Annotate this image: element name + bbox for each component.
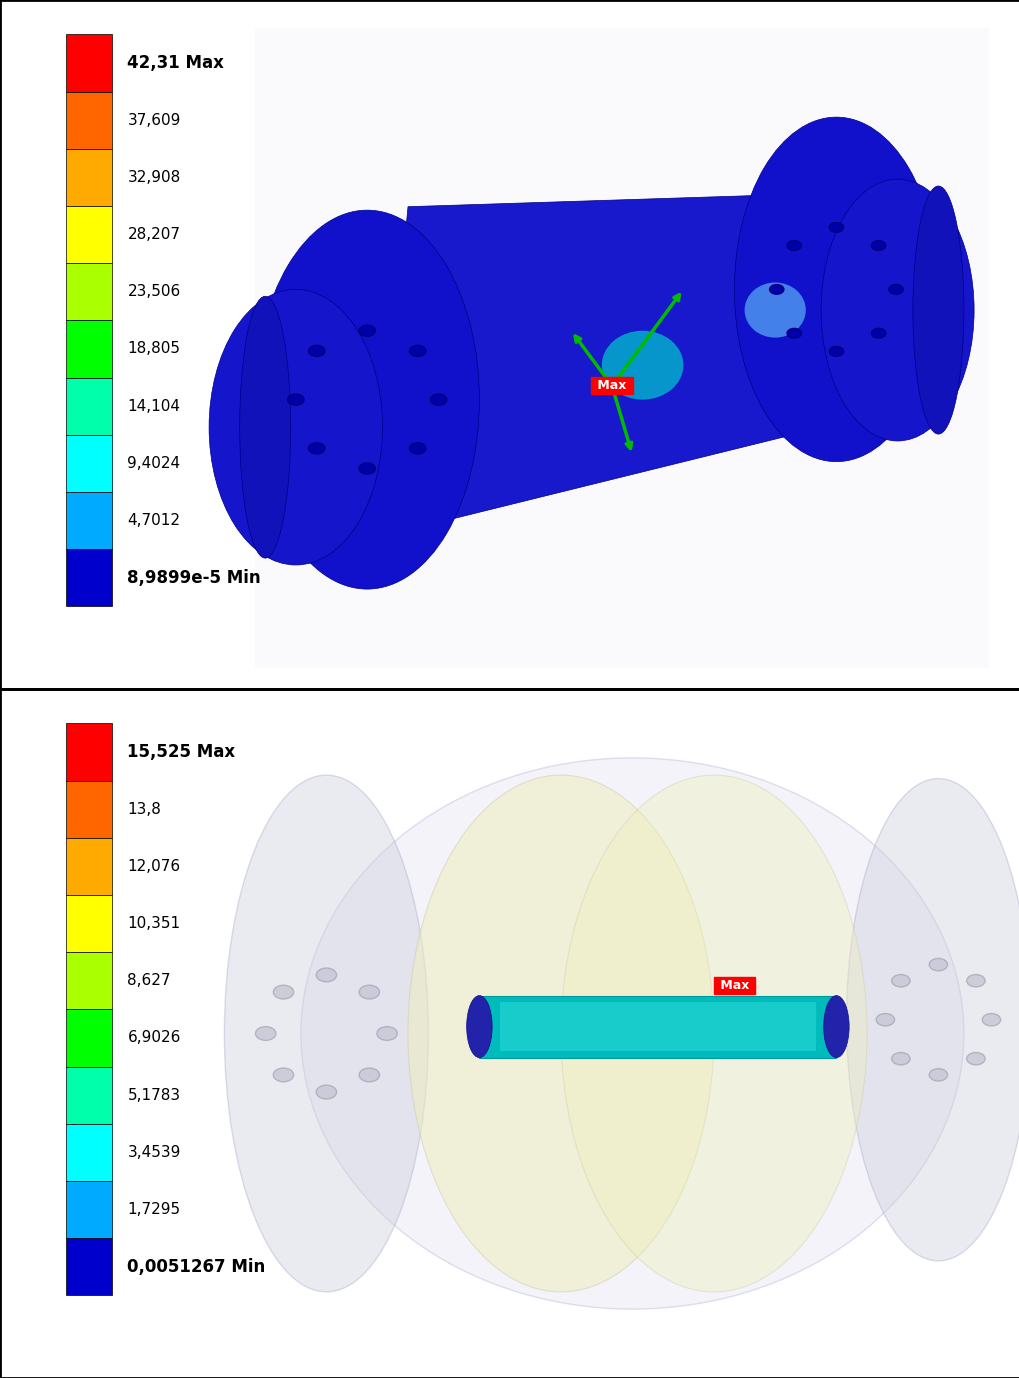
Ellipse shape — [734, 117, 937, 462]
Circle shape — [891, 1053, 909, 1065]
Text: 1,7295: 1,7295 — [127, 1202, 180, 1217]
Circle shape — [409, 442, 425, 453]
Text: 42,31 Max: 42,31 Max — [127, 54, 224, 72]
Ellipse shape — [601, 331, 683, 400]
Ellipse shape — [209, 289, 382, 565]
FancyBboxPatch shape — [66, 952, 112, 1009]
Circle shape — [309, 442, 325, 453]
Circle shape — [409, 346, 425, 357]
Text: 9,4024: 9,4024 — [127, 456, 180, 471]
FancyBboxPatch shape — [255, 28, 988, 668]
Text: 37,609: 37,609 — [127, 113, 180, 128]
Text: 13,8: 13,8 — [127, 802, 161, 817]
Text: 14,104: 14,104 — [127, 398, 180, 413]
Text: Max: Max — [714, 978, 753, 992]
FancyBboxPatch shape — [66, 550, 112, 606]
Circle shape — [273, 1068, 293, 1082]
FancyBboxPatch shape — [66, 263, 112, 321]
FancyBboxPatch shape — [66, 723, 112, 780]
Circle shape — [928, 1069, 947, 1080]
Text: 15,525 Max: 15,525 Max — [127, 743, 235, 761]
Circle shape — [787, 328, 801, 338]
Text: 18,805: 18,805 — [127, 342, 180, 357]
Circle shape — [966, 1053, 984, 1065]
Circle shape — [430, 394, 446, 405]
FancyBboxPatch shape — [66, 838, 112, 896]
Circle shape — [377, 1027, 397, 1040]
FancyBboxPatch shape — [66, 435, 112, 492]
FancyBboxPatch shape — [66, 1239, 112, 1295]
Circle shape — [828, 222, 843, 233]
Ellipse shape — [820, 179, 973, 441]
Circle shape — [769, 285, 784, 295]
FancyBboxPatch shape — [66, 780, 112, 838]
Ellipse shape — [408, 774, 713, 1293]
Ellipse shape — [560, 774, 866, 1293]
Ellipse shape — [846, 779, 1019, 1261]
FancyBboxPatch shape — [66, 321, 112, 378]
Circle shape — [870, 328, 884, 338]
Circle shape — [256, 1027, 275, 1040]
FancyBboxPatch shape — [66, 896, 112, 952]
Text: 28,207: 28,207 — [127, 227, 180, 243]
Circle shape — [889, 285, 903, 295]
Circle shape — [928, 959, 947, 970]
FancyBboxPatch shape — [66, 1181, 112, 1239]
Circle shape — [359, 325, 375, 336]
Ellipse shape — [239, 296, 290, 558]
Circle shape — [875, 1014, 894, 1025]
Text: 6,9026: 6,9026 — [127, 1031, 180, 1046]
Circle shape — [981, 1014, 1000, 1025]
Circle shape — [316, 1086, 336, 1100]
Circle shape — [891, 974, 909, 987]
FancyBboxPatch shape — [479, 995, 836, 1058]
FancyBboxPatch shape — [66, 1009, 112, 1067]
FancyBboxPatch shape — [66, 378, 112, 435]
FancyBboxPatch shape — [66, 1124, 112, 1181]
Ellipse shape — [466, 995, 492, 1058]
Text: 3,4539: 3,4539 — [127, 1145, 180, 1160]
Circle shape — [359, 985, 379, 999]
Circle shape — [359, 463, 375, 474]
Circle shape — [309, 346, 325, 357]
FancyBboxPatch shape — [66, 205, 112, 263]
FancyBboxPatch shape — [66, 92, 112, 149]
PathPatch shape — [377, 193, 836, 537]
Text: 8,9899e-5 Min: 8,9899e-5 Min — [127, 569, 261, 587]
Circle shape — [966, 974, 984, 987]
Circle shape — [273, 985, 293, 999]
Circle shape — [287, 394, 304, 405]
FancyBboxPatch shape — [66, 492, 112, 550]
Circle shape — [359, 1068, 379, 1082]
Text: 8,627: 8,627 — [127, 973, 171, 988]
Circle shape — [787, 241, 801, 251]
FancyBboxPatch shape — [66, 149, 112, 205]
Ellipse shape — [744, 282, 805, 338]
Text: 12,076: 12,076 — [127, 858, 180, 874]
Ellipse shape — [224, 774, 428, 1293]
Ellipse shape — [255, 209, 479, 590]
Circle shape — [316, 967, 336, 981]
Text: 10,351: 10,351 — [127, 916, 180, 932]
Text: 5,1783: 5,1783 — [127, 1087, 180, 1102]
Text: Max: Max — [592, 379, 631, 393]
FancyBboxPatch shape — [499, 1003, 815, 1050]
Text: 23,506: 23,506 — [127, 284, 180, 299]
Text: 32,908: 32,908 — [127, 169, 180, 185]
Circle shape — [828, 346, 843, 356]
Ellipse shape — [912, 186, 963, 434]
FancyBboxPatch shape — [66, 34, 112, 92]
Text: 4,7012: 4,7012 — [127, 513, 180, 528]
FancyBboxPatch shape — [66, 1067, 112, 1124]
Circle shape — [870, 241, 884, 251]
Ellipse shape — [301, 758, 963, 1309]
Ellipse shape — [823, 995, 848, 1058]
Text: 0,0051267 Min: 0,0051267 Min — [127, 1258, 266, 1276]
